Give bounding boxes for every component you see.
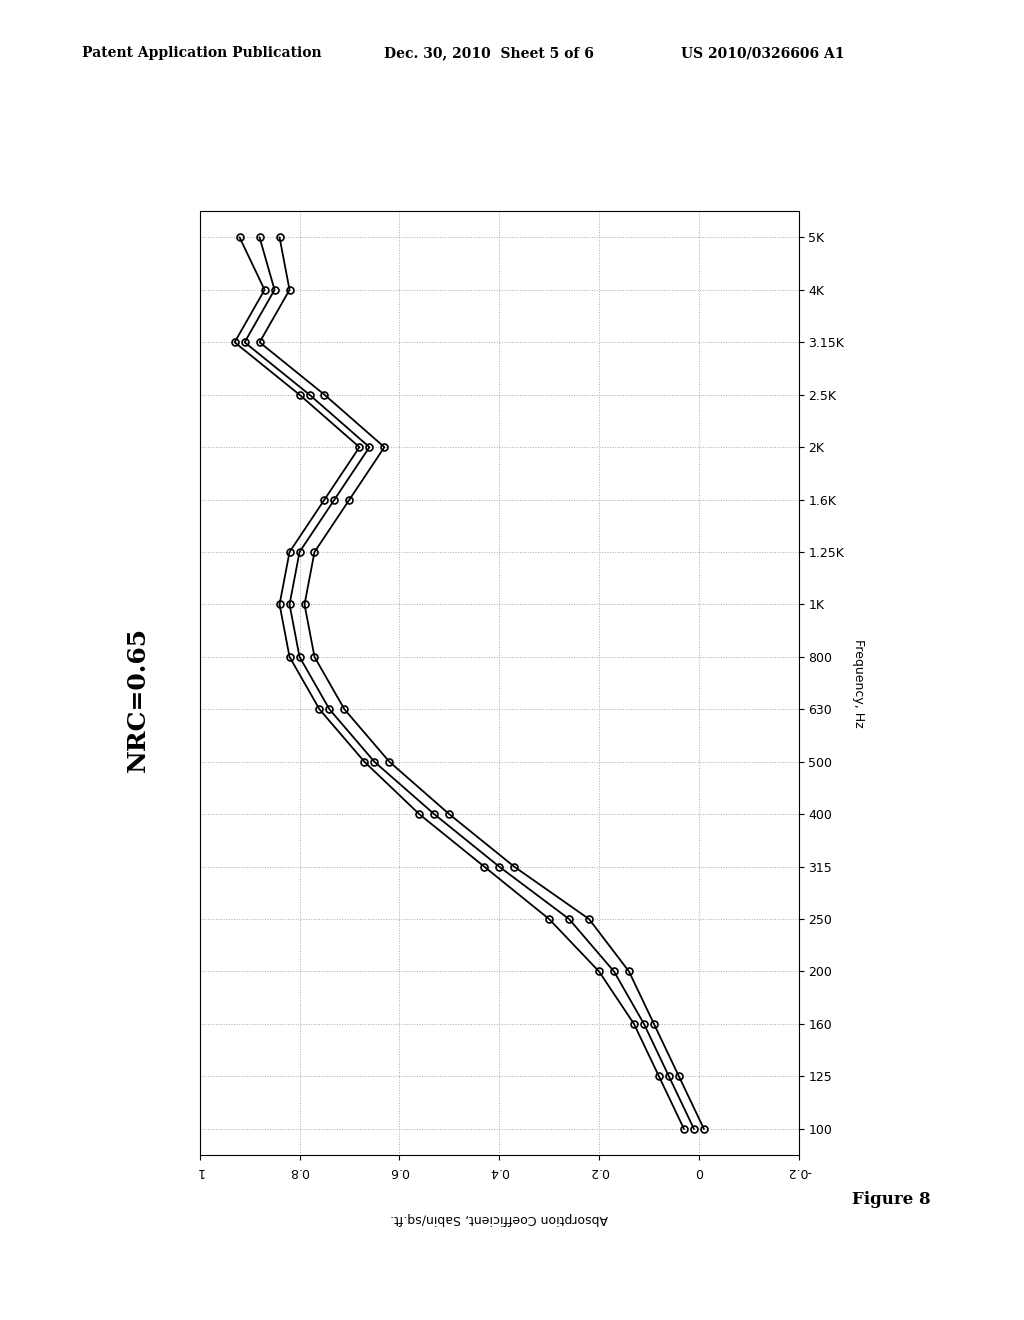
Text: Dec. 30, 2010  Sheet 5 of 6: Dec. 30, 2010 Sheet 5 of 6 bbox=[384, 46, 594, 61]
Text: Figure 8: Figure 8 bbox=[852, 1191, 930, 1208]
Text: NRC=0.65: NRC=0.65 bbox=[126, 627, 151, 772]
Text: US 2010/0326606 A1: US 2010/0326606 A1 bbox=[681, 46, 845, 61]
X-axis label: Absorption Coefficient, Sabin/sq.ft.: Absorption Coefficient, Sabin/sq.ft. bbox=[390, 1213, 608, 1225]
Text: Patent Application Publication: Patent Application Publication bbox=[82, 46, 322, 61]
Y-axis label: Frequency, Hz: Frequency, Hz bbox=[852, 639, 865, 727]
